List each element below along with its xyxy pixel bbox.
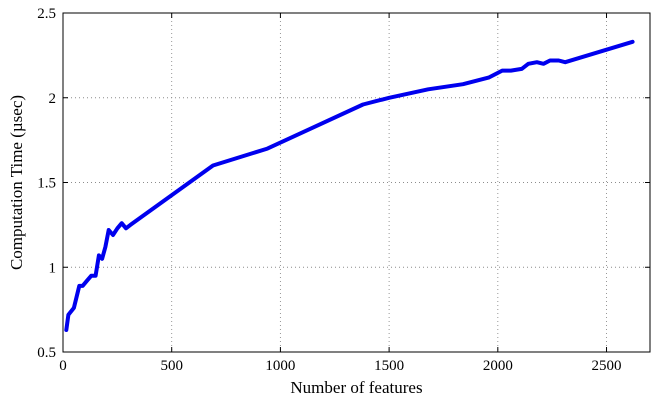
x-tick-label: 500 bbox=[160, 358, 183, 374]
x-tick-label: 1500 bbox=[374, 358, 404, 374]
y-tick-labels: 0.5 1 1.5 2 2.5 bbox=[37, 6, 56, 361]
y-tick-label: 1.5 bbox=[37, 176, 56, 192]
y-axis-label: Computation Time (µsec) bbox=[7, 95, 26, 270]
x-tick-label: 2500 bbox=[592, 358, 622, 374]
series-line bbox=[64, 39, 635, 332]
grid-lines bbox=[63, 13, 650, 352]
x-tick-labels: 0 500 1000 1500 2000 2500 bbox=[59, 358, 621, 374]
x-axis-label: Number of features bbox=[290, 378, 422, 397]
y-tick-label: 1 bbox=[49, 260, 57, 276]
y-tick-label: 0.5 bbox=[37, 345, 56, 361]
x-tick-label: 1000 bbox=[265, 358, 295, 374]
series-group bbox=[64, 39, 635, 332]
y-tick-label: 2.5 bbox=[37, 6, 56, 22]
axis-ticks bbox=[62, 12, 650, 353]
x-tick-label: 2000 bbox=[483, 358, 513, 374]
x-tick-label: 0 bbox=[59, 358, 67, 374]
y-tick-label: 2 bbox=[49, 91, 57, 107]
